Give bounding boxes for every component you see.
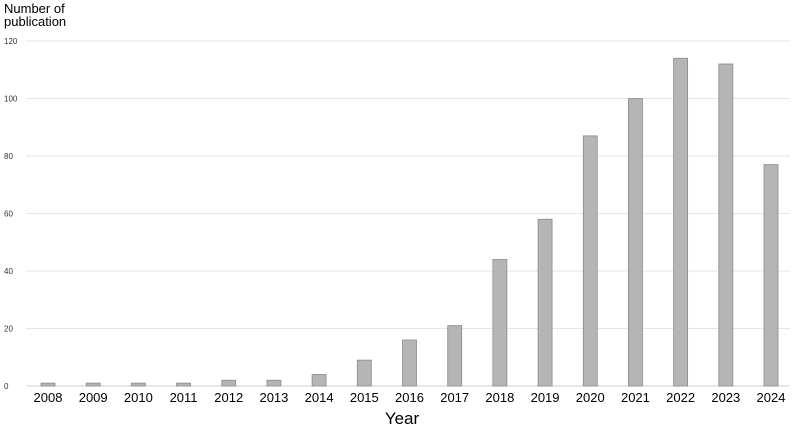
x-tick-label: 2015 (350, 390, 379, 405)
y-tick-label: 100 (4, 95, 18, 104)
x-tick-label: 2010 (124, 390, 153, 405)
bar-2023 (718, 63, 734, 387)
x-tick-label: 2020 (576, 390, 605, 405)
bar-2016 (402, 339, 417, 387)
bar-2017 (447, 325, 463, 387)
x-tick-label: 2008 (34, 390, 63, 405)
bar-2020 (582, 135, 598, 387)
bar-2024 (763, 164, 779, 387)
bars (40, 57, 779, 387)
bar-2009 (85, 382, 101, 387)
bar-2021 (628, 98, 643, 387)
y-tick-labels: 0 20 40 60 80 100 120 (4, 37, 18, 391)
bar-2012 (221, 379, 237, 387)
x-tick-label: 2016 (395, 390, 424, 405)
x-tick-label: 2021 (621, 390, 650, 405)
x-tick-label: 2014 (305, 390, 334, 405)
bar-2008 (40, 382, 56, 387)
y-axis-label-line-2: publication (4, 14, 66, 29)
x-tick-label: 2024 (757, 390, 786, 405)
x-tick-label: 2022 (666, 390, 695, 405)
y-axis-label-line-1: Number of (4, 1, 65, 16)
y-tick-label: 20 (4, 325, 13, 334)
y-tick-label: 120 (4, 37, 18, 46)
y-tick-label: 0 (4, 382, 9, 391)
bar-2022 (673, 57, 689, 387)
x-axis-label: Year (385, 409, 420, 428)
x-tick-label: 2019 (531, 390, 560, 405)
bar-2013 (266, 379, 282, 387)
x-tick-label: 2011 (170, 390, 198, 405)
x-tick-label: 2023 (711, 390, 740, 405)
y-tick-label: 40 (4, 267, 13, 276)
x-tick-label: 2017 (440, 390, 469, 405)
bar-2015 (356, 359, 372, 387)
bar-2019 (537, 218, 553, 387)
bar-2018 (492, 259, 508, 387)
bar-2014 (311, 374, 327, 387)
x-tick-label: 2009 (79, 390, 108, 405)
bar-2010 (130, 382, 146, 387)
x-tick-label: 2012 (214, 390, 243, 405)
bar-2011 (176, 382, 191, 387)
y-tick-label: 80 (4, 152, 13, 161)
x-tick-label: 2013 (259, 390, 288, 405)
x-tick-label: 2018 (485, 390, 514, 405)
x-tick-labels: 2008 2009 2010 2011 2012 2013 2014 2015 2016 2017… (34, 390, 786, 405)
y-tick-label: 60 (4, 210, 13, 219)
